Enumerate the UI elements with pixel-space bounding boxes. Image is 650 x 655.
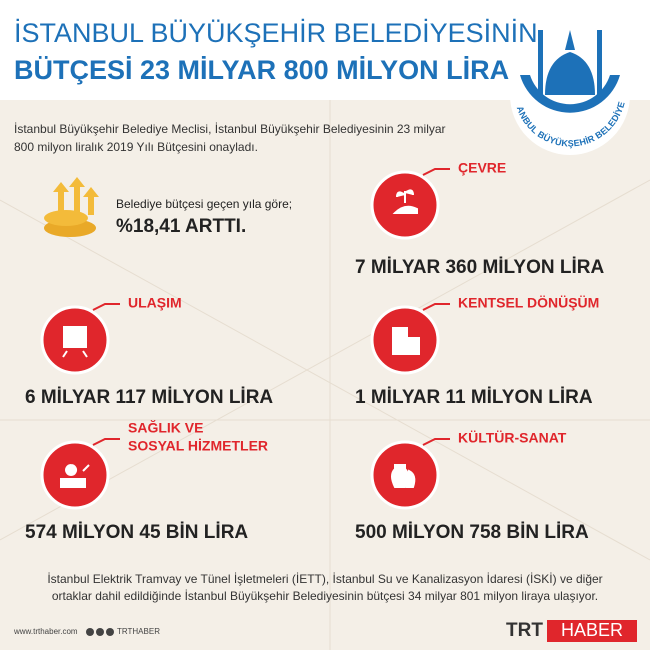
item-label: ULAŞIM	[128, 295, 182, 311]
items: ÇEVRE 7 MİLYAR 360 MİLYON LİRA ULAŞIM 6 MİL…	[25, 160, 604, 543]
item-label: SAĞLIK VE	[128, 419, 203, 436]
footer-social: TRTHABER	[117, 627, 160, 636]
icon-circle	[40, 440, 110, 510]
icon-circle	[370, 170, 440, 240]
title-line: İSTANBUL BÜYÜKŞEHİR BELEDİYESİNİN	[14, 17, 538, 48]
item-label: KENTSEL DÖNÜŞÜM	[458, 295, 599, 311]
footer-brand: TRT	[506, 620, 543, 641]
note-line: İstanbul Elektrik Tramvay ve Tünel İşlet…	[47, 572, 602, 586]
icon	[62, 326, 88, 358]
intro-line: 800 milyon liralık 2019 Yılı Bütçesini o…	[14, 140, 258, 154]
label-connector	[422, 303, 450, 311]
item-amount: 6 MİLYAR 117 MİLYON LİRA	[25, 387, 273, 408]
label-connector	[422, 438, 450, 446]
icon	[392, 327, 420, 355]
item-label: ÇEVRE	[458, 160, 506, 176]
item-label: SOSYAL HİZMETLER	[128, 438, 268, 454]
item-label: KÜLTÜR-SANAT	[458, 430, 567, 446]
social-icon	[86, 628, 94, 636]
item-amount: 1 MİLYAR 11 MİLYON LİRA	[355, 387, 593, 408]
social-icon	[96, 628, 104, 636]
brand-box	[547, 620, 637, 642]
note-line: ortaklar dahil edildiğinde İstanbul Büyü…	[52, 589, 598, 603]
increase-label: Belediye bütçesi geçen yıla göre;	[116, 197, 292, 211]
item-amount: 574 MİLYON 45 BİN LİRA	[25, 522, 248, 543]
icon	[60, 464, 90, 488]
footer-brand-suffix: HABER	[561, 620, 623, 640]
footer-website: www.trthaber.com	[13, 627, 78, 636]
title-line: BÜTÇESİ 23 MİLYAR 800 MİLYON LİRA	[14, 55, 509, 85]
increase-value: %18,41 ARTTI.	[116, 216, 246, 237]
item-amount: 7 MİLYAR 360 MİLYON LİRA	[355, 257, 604, 278]
social-icon	[106, 628, 114, 636]
label-connector	[92, 303, 120, 311]
icon	[392, 189, 418, 214]
icon	[391, 464, 416, 488]
coins-icon	[44, 177, 99, 237]
label-connector	[92, 438, 120, 446]
item-amount: 500 MİLYON 758 BİN LİRA	[355, 522, 589, 543]
label-connector	[422, 168, 450, 176]
intro-line: İstanbul Büyükşehir Belediye Meclisi, İs…	[14, 122, 446, 136]
